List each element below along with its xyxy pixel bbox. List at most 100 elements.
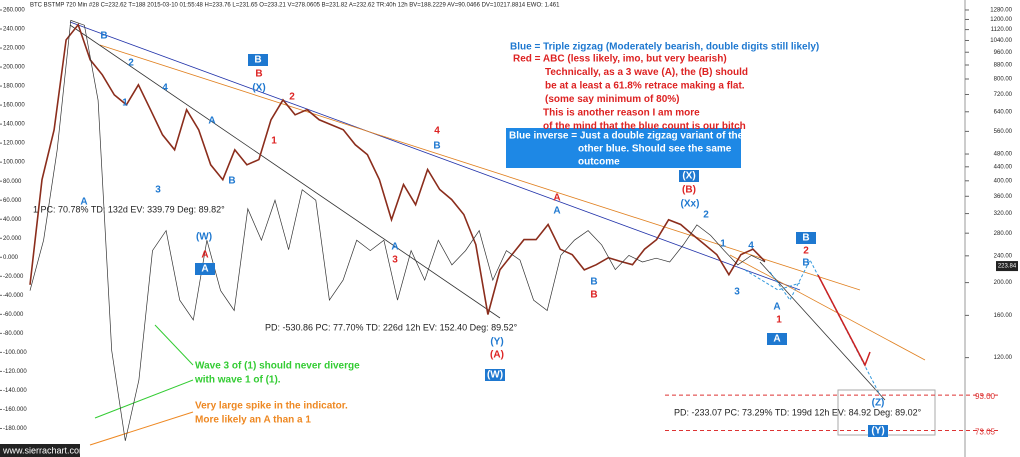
wave-label-box bbox=[767, 333, 787, 345]
wave-label: A bbox=[201, 250, 208, 261]
y-tick-label: 280.00 bbox=[994, 231, 1013, 237]
wave-label: 4 bbox=[162, 83, 168, 94]
y-tick-label: 240.00 bbox=[994, 253, 1013, 259]
wave-label: (W) bbox=[196, 232, 212, 243]
y2-tick-label: -160.000 bbox=[3, 407, 27, 413]
header: BTC BSTMP 720 Min #28 C=232.62 T=188 201… bbox=[30, 3, 560, 9]
note-arrow bbox=[89, 411, 194, 446]
wave-label: B bbox=[100, 31, 107, 42]
note-green: Wave 3 of (1) should never diverge bbox=[195, 361, 360, 372]
wave-label: B bbox=[590, 290, 597, 301]
y-tick-label: 200.00 bbox=[994, 280, 1013, 286]
note-inverse: Blue inverse = Just a double zigzag vari… bbox=[509, 131, 744, 142]
y-tick-label: 1120.00 bbox=[991, 27, 1013, 33]
y-tick-label: 360.00 bbox=[994, 194, 1013, 200]
note-inverse: outcome bbox=[578, 157, 620, 168]
y-tick-label: 560.00 bbox=[994, 129, 1013, 135]
trendline bbox=[69, 21, 801, 291]
y2-tick-label: 160.000 bbox=[3, 103, 25, 109]
y-tick-label: 800.00 bbox=[994, 77, 1013, 83]
y2-tick-label: 220.000 bbox=[3, 46, 25, 52]
wave-label: 2 bbox=[703, 210, 709, 221]
y2-tick-label: -180.000 bbox=[3, 426, 27, 432]
note-blue: Blue = Triple zigzag (Moderately bearish… bbox=[510, 42, 819, 53]
wave-label-box bbox=[248, 54, 268, 66]
wave-label: 3 bbox=[392, 255, 398, 266]
wave-label: (X) bbox=[682, 171, 695, 182]
price-line bbox=[29, 23, 766, 315]
trendline bbox=[99, 44, 861, 291]
watermark-box bbox=[0, 444, 80, 457]
y2-tick-label: -20.000 bbox=[3, 274, 24, 280]
note-red: Red = ABC (less likely, imo, but very be… bbox=[513, 54, 727, 65]
wave-label-box bbox=[796, 232, 816, 244]
y2-tick-label: 100.000 bbox=[3, 160, 25, 166]
y2-tick-label: 240.000 bbox=[3, 27, 25, 33]
y2-tick-label: 140.000 bbox=[3, 122, 25, 128]
wave-label: (Y) bbox=[871, 426, 884, 437]
wave-label: 2 bbox=[128, 58, 134, 69]
wave-label: B bbox=[433, 141, 440, 152]
wave-label: 4 bbox=[748, 241, 754, 252]
note-red: (some say minimum of 80%) bbox=[545, 94, 679, 105]
note-red: be at a least a 61.8% retrace making a f… bbox=[545, 81, 745, 92]
readout: PD: -233.07 PC: 73.29% TD: 199d 12h EV: … bbox=[674, 407, 922, 417]
note-red: This is another reason I am more bbox=[543, 108, 700, 119]
y2-tick-label: 60.000 bbox=[3, 198, 22, 204]
y2-tick-label: 200.000 bbox=[3, 65, 25, 71]
wave-label: (Z) bbox=[872, 398, 885, 409]
y-tick-label: 480.00 bbox=[994, 152, 1013, 158]
wave-label: B bbox=[590, 277, 597, 288]
note-inverse: other blue. Should see the same bbox=[578, 144, 732, 155]
y2-tick-label: 260.000 bbox=[3, 8, 25, 14]
wave-label-box bbox=[868, 425, 888, 437]
y-tick-label: 400.00 bbox=[994, 178, 1013, 184]
y2-tick-label: -120.000 bbox=[3, 369, 27, 375]
y-tick-label: 120.00 bbox=[994, 355, 1013, 361]
wave-label: A bbox=[553, 193, 560, 204]
indicator-line bbox=[29, 19, 766, 441]
y-tick-label: 880.00 bbox=[994, 63, 1013, 69]
wave-label: 3 bbox=[734, 287, 740, 298]
y2-tick-label: -100.000 bbox=[3, 350, 27, 356]
y-tick-label: 1040.00 bbox=[990, 38, 1012, 44]
note-orange: Very large spike in the indicator. bbox=[195, 401, 348, 412]
wave-label: (W) bbox=[487, 370, 503, 381]
wave-label: A bbox=[80, 197, 87, 208]
note-box bbox=[506, 128, 741, 168]
level-label: 93.00 bbox=[975, 392, 996, 401]
note-red: Technically, as a 3 wave (A), the (B) sh… bbox=[545, 67, 748, 78]
wave-label: B bbox=[802, 233, 809, 244]
wave-label: 1 bbox=[271, 136, 277, 147]
level-label: 73.05 bbox=[975, 428, 996, 437]
wave-label: 2 bbox=[289, 92, 295, 103]
wave-label: (Xx) bbox=[681, 199, 700, 210]
y-tick-label: 640.00 bbox=[994, 109, 1013, 115]
trendline bbox=[729, 254, 926, 361]
y-tick-label: 720.00 bbox=[994, 92, 1013, 98]
last-price-box bbox=[996, 261, 1018, 272]
y-tick-label: 160.00 bbox=[994, 313, 1013, 319]
wave-label: (Y) bbox=[490, 337, 503, 348]
wave-label: A bbox=[553, 206, 560, 217]
wave-label: A bbox=[391, 242, 398, 253]
y-tick-label: 440.00 bbox=[994, 164, 1013, 170]
wave-label: 1 bbox=[776, 315, 782, 326]
note-arrow bbox=[94, 379, 194, 419]
wave-label: B bbox=[255, 69, 262, 80]
projection-arrow bbox=[817, 274, 871, 367]
wave-label: (B) bbox=[682, 185, 696, 196]
y-tick-label: 1200.00 bbox=[990, 17, 1012, 23]
wave-label: A bbox=[201, 264, 208, 275]
wave-label: (A) bbox=[490, 350, 504, 361]
wave-label: B bbox=[254, 55, 261, 66]
note-orange: More likely an A than a 1 bbox=[195, 415, 311, 426]
wave-label-box bbox=[679, 170, 699, 182]
y2-tick-label: -140.000 bbox=[3, 388, 27, 394]
y2-tick-label: -40.000 bbox=[3, 293, 24, 299]
note-arrow bbox=[154, 324, 194, 366]
wave-label: A bbox=[773, 334, 780, 345]
y2-tick-label: 20.000 bbox=[3, 236, 22, 242]
wave-label: B bbox=[228, 176, 235, 187]
